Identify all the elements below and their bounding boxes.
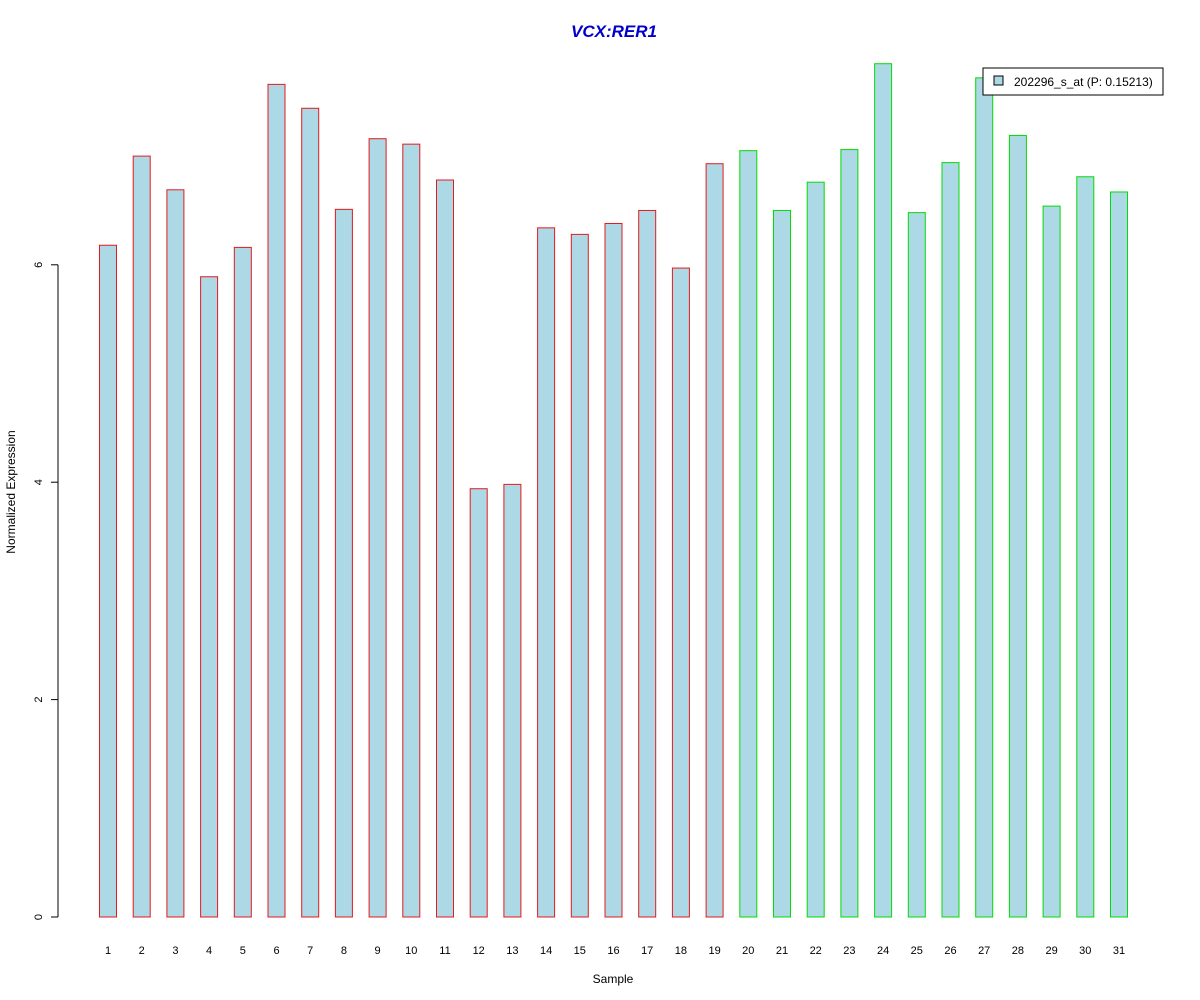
x-tick-label: 4 <box>206 945 212 957</box>
bar-sample-10 <box>402 143 421 918</box>
x-tick-label: 23 <box>843 945 855 957</box>
bar-sample-19 <box>705 163 724 918</box>
x-tick-label: 15 <box>574 945 586 957</box>
x-tick-label: 7 <box>307 945 313 957</box>
x-tick-label: 26 <box>944 945 956 957</box>
bar-sample-25 <box>907 212 926 918</box>
y-axis: 0 2 4 6 <box>33 262 59 920</box>
bar-sample-22 <box>806 181 825 918</box>
bar-sample-24 <box>874 63 893 918</box>
bar-sample-3 <box>166 189 185 918</box>
y-tick-label: 0 <box>33 914 45 920</box>
x-tick-label: 1 <box>105 945 111 957</box>
x-tick-label: 29 <box>1045 945 1057 957</box>
legend: 202296_s_at (P: 0.15213) <box>982 67 1164 96</box>
bar-sample-5 <box>233 246 252 918</box>
bar-sample-31 <box>1110 191 1128 918</box>
bar-sample-20 <box>739 150 758 918</box>
x-tick-label: 6 <box>273 945 279 957</box>
x-tick-label: 21 <box>776 945 788 957</box>
x-tick-label: 10 <box>405 945 417 957</box>
x-tick-label: 19 <box>708 945 720 957</box>
x-tick-label: 11 <box>439 945 450 957</box>
y-tick-label: 4 <box>33 479 45 485</box>
x-tick-label: 2 <box>139 945 145 957</box>
bar-sample-23 <box>840 149 859 918</box>
bar-sample-27 <box>975 77 994 918</box>
x-tick-label: 30 <box>1079 945 1091 957</box>
chart-title: VCX:RER1 <box>571 22 657 41</box>
bar-sample-14 <box>537 227 556 918</box>
bar-sample-12 <box>469 488 488 918</box>
x-tick-label: 25 <box>911 945 923 957</box>
bar-sample-11 <box>436 179 454 918</box>
y-axis-label: Normalized Expression <box>4 430 18 553</box>
bar-sample-30 <box>1076 176 1095 918</box>
bars-group <box>99 63 1128 918</box>
x-tick-label: 3 <box>172 945 178 957</box>
bar-sample-21 <box>773 209 791 918</box>
x-tick-label: 13 <box>506 945 518 957</box>
bar-sample-26 <box>941 162 960 918</box>
x-tick-label: 16 <box>607 945 619 957</box>
x-tick-label: 22 <box>810 945 822 957</box>
legend-box <box>982 67 1164 96</box>
y-tick-label: 6 <box>33 262 45 268</box>
x-tick-label: 20 <box>742 945 754 957</box>
x-tick-label: 31 <box>1113 945 1125 957</box>
x-tick-label: 17 <box>641 945 653 957</box>
x-tick-label: 28 <box>1012 945 1024 957</box>
bar-sample-6 <box>267 83 286 918</box>
x-tick-label: 14 <box>540 945 552 957</box>
bar-sample-4 <box>200 276 219 918</box>
bar-sample-28 <box>1008 134 1027 918</box>
bar-sample-8 <box>334 208 353 918</box>
bar-sample-18 <box>671 267 690 918</box>
bar-sample-9 <box>368 138 387 918</box>
x-axis-label: Sample <box>593 972 634 986</box>
bar-sample-29 <box>1042 205 1061 918</box>
bar-sample-2 <box>132 155 151 918</box>
x-tick-label: 27 <box>978 945 990 957</box>
bar-sample-7 <box>301 107 320 918</box>
x-tick-label: 12 <box>473 945 485 957</box>
bar-sample-1 <box>99 244 117 918</box>
y-tick-label: 2 <box>33 697 45 703</box>
x-tick-label: 9 <box>375 945 381 957</box>
x-axis-ticks: 1 2 3 4 5 6 7 8 9 10 11 12 13 14 15 16 17 18 19 20 21 22 23 24 2… <box>105 945 1125 957</box>
bar-sample-17 <box>638 209 657 918</box>
bar-sample-13 <box>503 483 522 918</box>
bar-sample-16 <box>604 222 623 918</box>
x-tick-label: 5 <box>240 945 246 957</box>
x-tick-label: 8 <box>341 945 347 957</box>
bar-sample-15 <box>570 233 589 918</box>
legend-entry-label: 202296_s_at (P: 0.15213) <box>1014 75 1153 89</box>
x-tick-label: 24 <box>877 945 889 957</box>
x-tick-label: 18 <box>675 945 687 957</box>
legend-swatch <box>993 75 1004 86</box>
